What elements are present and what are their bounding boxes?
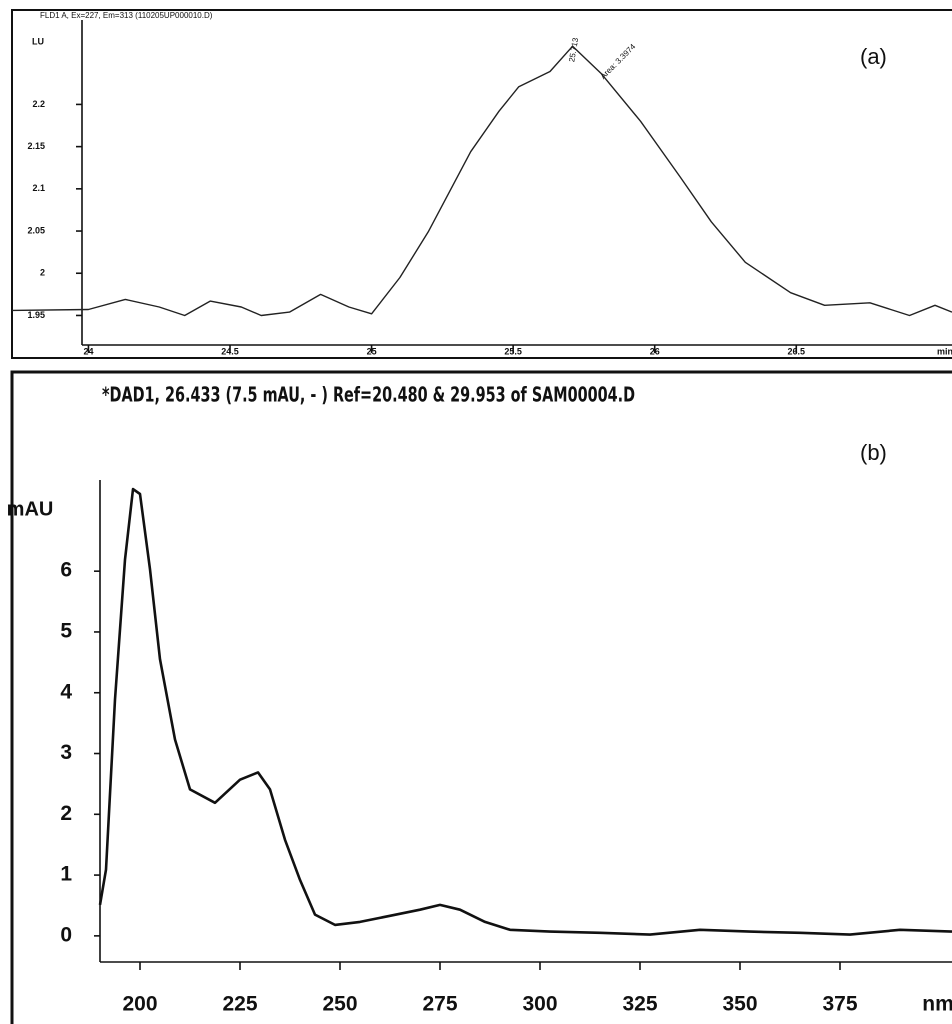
x-tick-label: 25.5: [504, 346, 522, 356]
peak-annotation: 25.713: [567, 37, 580, 63]
y-tick-label: 3: [60, 741, 72, 764]
x-tick-label: 225: [222, 993, 257, 1016]
frame: [11, 9, 952, 359]
x-tick-label: 26: [650, 346, 660, 356]
x-tick-label: 275: [422, 993, 457, 1016]
x-tick-label: 200: [122, 993, 157, 1016]
x-tick-label: 375: [822, 993, 857, 1016]
x-tick-label: 26.5: [788, 346, 806, 356]
y-tick-label: 2.1: [32, 183, 45, 193]
x-tick-label: 25: [367, 346, 377, 356]
y-tick-label: 2: [60, 802, 72, 825]
chart-title: FLD1 A, Ex=227, Em=313 (110205UP000010.D…: [40, 11, 213, 20]
y-tick-label: 2.2: [32, 99, 45, 109]
x-tick-label: 24.5: [221, 346, 239, 356]
y-tick-label: 1.95: [27, 310, 45, 320]
x-tick-label: 300: [522, 993, 557, 1016]
x-axis-label: min: [937, 346, 952, 356]
y-tick-label: 5: [60, 620, 72, 643]
frame: [10, 370, 952, 1024]
y-tick-label: 4: [60, 680, 72, 703]
x-tick-label: 250: [322, 993, 357, 1016]
x-axis-label: nm: [922, 993, 952, 1016]
x-tick-label: 325: [622, 993, 657, 1016]
panel-label: (b): [860, 440, 887, 465]
y-tick-label: 1: [60, 863, 72, 886]
y-tick-label: 2.15: [27, 141, 45, 151]
data-line: [98, 487, 952, 936]
y-tick-label: 0: [60, 923, 72, 946]
panel-label: (a): [860, 44, 887, 69]
x-tick-label: 350: [722, 993, 757, 1016]
data-line: [11, 45, 952, 317]
chart-title: *DAD1, 26.433 (7.5 mAU, - ) Ref=20.480 &…: [102, 385, 635, 408]
y-axis-label: mAU: [7, 498, 54, 520]
y-tick-label: 6: [60, 559, 72, 582]
y-tick-label: 2.05: [27, 225, 45, 235]
y-tick-label: 2: [40, 268, 45, 278]
peak-annotation: Area: 3.3974: [599, 42, 638, 81]
y-axis-label: LU: [32, 36, 44, 46]
x-tick-label: 24: [83, 346, 93, 356]
